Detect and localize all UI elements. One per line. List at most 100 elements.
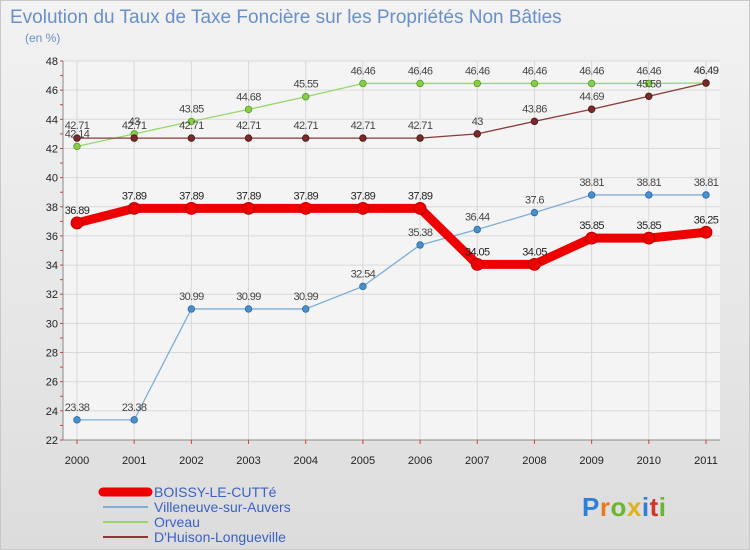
data-label: 46.49 — [694, 65, 719, 77]
data-label: 45.55 — [293, 79, 318, 91]
legend-label: Villeneuve-sur-Auvers — [154, 499, 291, 515]
y-tick-label: 40 — [46, 173, 58, 185]
data-label: 43 — [472, 116, 484, 128]
data-point — [416, 241, 424, 249]
data-label: 36.25 — [694, 214, 719, 226]
data-label: 43 — [129, 116, 141, 128]
logo-letter: x — [627, 492, 642, 522]
data-point — [645, 79, 653, 88]
data-label: 34.05 — [522, 246, 547, 258]
data-point — [645, 191, 653, 199]
data-point — [184, 201, 198, 215]
series-line-0 — [72, 203, 711, 269]
data-point — [187, 134, 196, 142]
x-axis: 2000 2001 2002 2003 2004 2005 2006 2007 2008 2009… — [63, 439, 720, 467]
series-layer — [70, 79, 713, 424]
data-point — [359, 282, 367, 291]
data-point — [587, 105, 596, 113]
data-label: 30.99 — [236, 291, 261, 303]
series-line-3 — [76, 82, 707, 139]
data-point — [244, 134, 253, 142]
y-tick-label: 22 — [46, 435, 58, 447]
data-point — [585, 231, 599, 245]
data-label: 43.86 — [522, 103, 547, 115]
data-point — [356, 201, 370, 215]
y-tick-label: 38 — [46, 202, 58, 214]
data-label: 46.46 — [408, 65, 433, 77]
data-label: 46.49 — [694, 65, 719, 77]
data-point — [645, 92, 653, 100]
data-label: 38.81 — [579, 177, 604, 189]
logo-letter: i — [659, 492, 667, 522]
x-tick-label: 2008 — [522, 455, 546, 467]
x-tick-label: 2011 — [694, 455, 718, 467]
data-label: 36.44 — [465, 212, 490, 224]
data-label: 30.99 — [179, 291, 204, 303]
y-tick-label: 44 — [46, 114, 58, 126]
y-tick-label: 28 — [46, 348, 58, 360]
y-axis: 22 24 26 28 30 32 34 36 38 40 42 44 46 48 — [46, 56, 64, 447]
data-label: 37.6 — [525, 195, 544, 207]
data-label: 44.69 — [579, 91, 604, 103]
x-tick-label: 2005 — [351, 455, 375, 467]
data-label: 42.71 — [351, 120, 376, 132]
data-point — [702, 79, 710, 87]
plot-area — [63, 61, 720, 440]
data-label: 38.81 — [637, 177, 662, 189]
data-point — [242, 201, 255, 215]
data-label: 46.46 — [579, 65, 604, 77]
data-label: 37.89 — [179, 190, 204, 202]
data-label: 37.89 — [351, 190, 376, 202]
y-tick-label: 48 — [46, 56, 58, 68]
data-label: 23.38 — [122, 402, 147, 414]
data-label: 42.71 — [65, 120, 90, 132]
data-label: 37.89 — [408, 190, 433, 202]
data-label: 35.85 — [579, 220, 604, 232]
data-label: 34.05 — [465, 246, 490, 258]
data-point — [299, 201, 313, 215]
data-label: 45.58 — [637, 78, 662, 90]
data-point — [473, 79, 481, 88]
data-label: 32.54 — [351, 268, 376, 280]
data-point — [130, 416, 138, 424]
data-label: 37.89 — [293, 190, 318, 202]
y-tick-label: 42 — [46, 143, 58, 155]
plot-background — [63, 61, 720, 440]
x-tick-label: 2000 — [65, 455, 89, 467]
data-label: 38.81 — [694, 177, 719, 189]
x-tick-label: 2003 — [236, 455, 260, 467]
data-label: 42.71 — [293, 120, 318, 132]
data-label: 42.71 — [179, 120, 204, 132]
data-point — [302, 93, 310, 101]
data-point — [587, 191, 596, 199]
data-point — [244, 305, 253, 313]
data-point — [413, 201, 427, 215]
data-point — [642, 231, 656, 245]
y-tick-label: 46 — [46, 85, 58, 97]
data-label: 37.89 — [236, 190, 261, 202]
data-label: 35.38 — [408, 227, 433, 239]
y-tick-label: 32 — [46, 289, 58, 301]
data-label: 42.71 — [236, 120, 261, 132]
x-tick-label: 2006 — [408, 455, 432, 467]
x-tick-label: 2002 — [179, 455, 203, 467]
data-point — [302, 305, 310, 313]
data-point — [244, 105, 253, 114]
data-point — [187, 117, 196, 126]
proxiti-logo: Proxiti — [582, 492, 666, 522]
data-point — [359, 134, 367, 142]
x-tick-label: 2001 — [122, 455, 146, 467]
data-point — [473, 130, 481, 138]
logo-letter: r — [600, 492, 611, 522]
chart-subtitle: (en %) — [25, 31, 60, 45]
data-point — [416, 134, 424, 142]
data-point — [127, 201, 141, 215]
logo-letter: P — [582, 492, 600, 522]
y-tick-label: 34 — [46, 260, 58, 272]
data-label: 23.38 — [65, 402, 90, 414]
data-point — [359, 79, 367, 88]
x-tick-label: 2010 — [637, 455, 661, 467]
y-tick-label: 30 — [46, 318, 58, 330]
data-label: 44.68 — [236, 91, 261, 103]
